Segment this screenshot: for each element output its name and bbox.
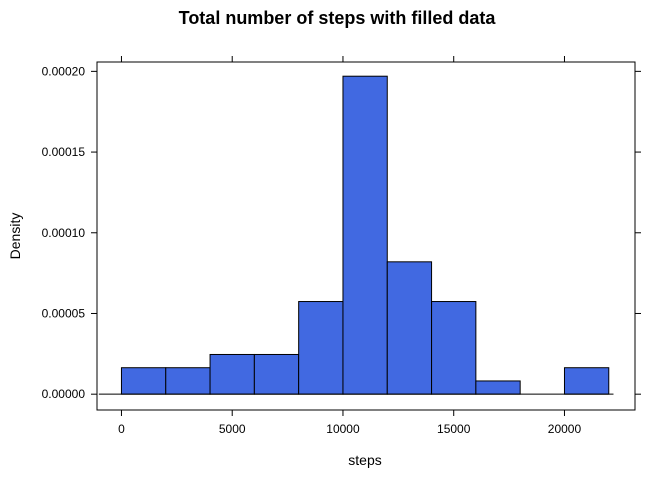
x-tick-label: 10000 [326, 422, 360, 436]
y-axis-label: Density [7, 213, 23, 260]
y-tick-label: 0.00005 [42, 306, 86, 320]
histogram-bar [475, 380, 521, 395]
y-tick-label: 0.00015 [42, 145, 86, 159]
histogram-bar [563, 367, 610, 395]
histogram-bar [253, 353, 300, 395]
histogram-bar [386, 261, 433, 395]
histogram-bar [120, 367, 167, 395]
bars-group [120, 75, 610, 395]
histogram-bar [342, 75, 388, 395]
histogram-bar [209, 353, 255, 395]
plot-frame [96, 61, 636, 411]
chart-title: Total number of steps with filled data [179, 8, 497, 28]
x-axis-label: steps [348, 452, 381, 468]
histogram-bar [298, 301, 344, 395]
y-tick-label: 0.00000 [42, 387, 86, 401]
histogram-bar [431, 301, 477, 395]
x-tick-label: 20000 [548, 422, 582, 436]
x-tick-label: 0 [118, 422, 125, 436]
x-tick-label: 5000 [219, 422, 246, 436]
x-tick-label: 15000 [437, 422, 471, 436]
histogram-bar [165, 367, 211, 395]
y-tick-label: 0.00010 [42, 226, 86, 240]
y-tick-label: 0.00020 [42, 64, 86, 78]
x-axis-ticks: 0 5000 10000 15000 20000 [118, 56, 581, 436]
y-axis-ticks: 0.00000 0.00005 0.00010 0.00015 0.00020 [42, 64, 641, 401]
